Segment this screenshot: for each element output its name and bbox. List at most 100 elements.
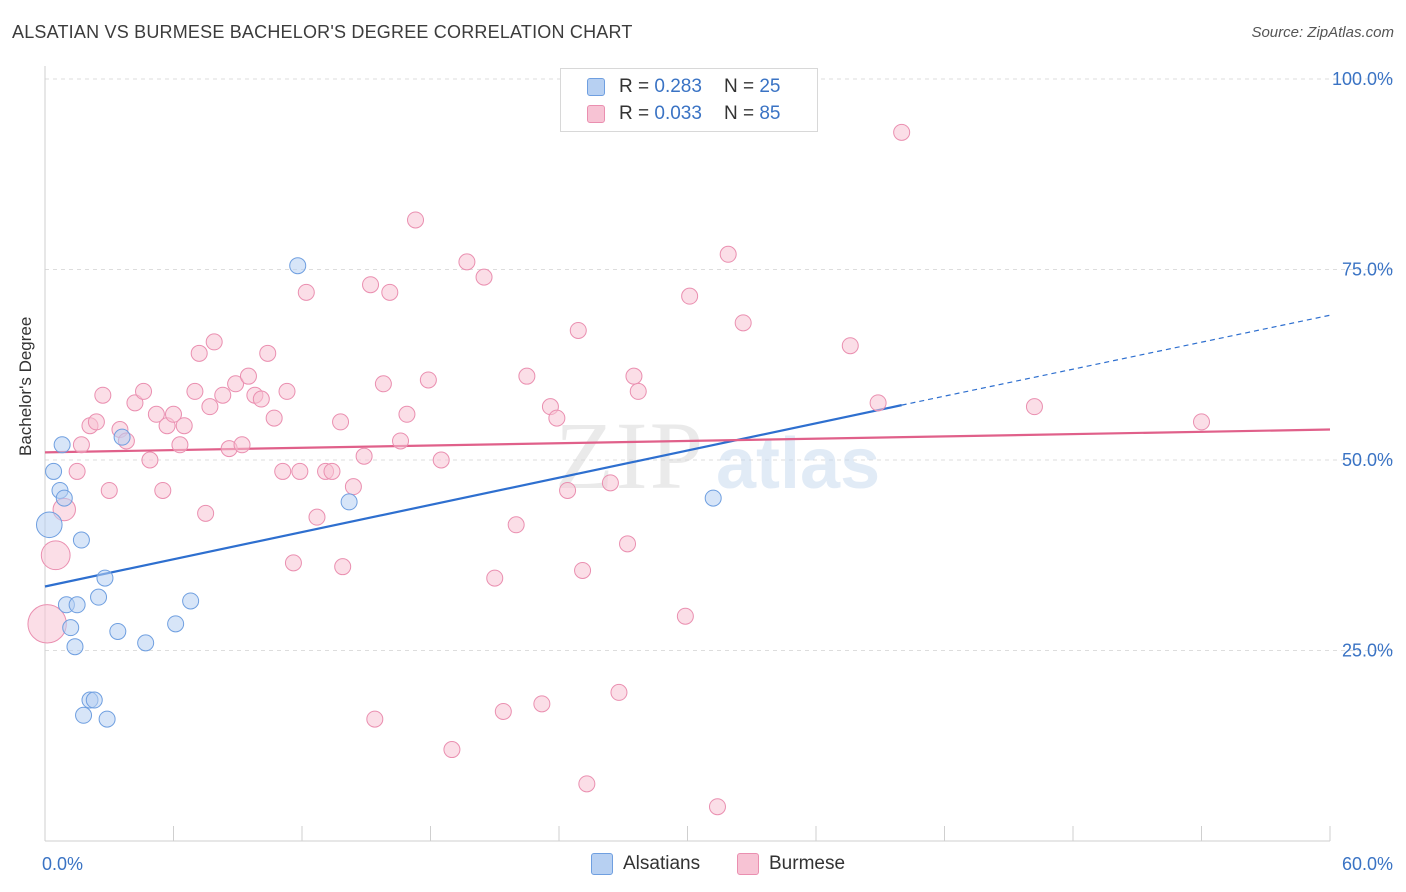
burmese-point <box>475 268 493 286</box>
burmese-point <box>332 413 350 431</box>
bottom-legend-label: Alsatians <box>623 853 701 874</box>
burmese-point <box>227 375 245 393</box>
bottom-legend-swatch-blue <box>591 853 613 875</box>
burmese-point <box>486 569 504 587</box>
burmese-point <box>578 775 596 793</box>
legend-r-label: R = <box>619 76 650 97</box>
burmese-point <box>559 481 577 499</box>
burmese-point <box>419 371 437 389</box>
burmese-point <box>374 375 392 393</box>
burmese-point <box>629 382 647 400</box>
alsatian-point <box>289 257 307 275</box>
burmese-point <box>252 390 270 408</box>
burmese-point <box>186 382 204 400</box>
y-tick-label: 25.0% <box>1342 641 1393 661</box>
alsatian-point <box>45 462 63 480</box>
grid-lines <box>45 78 1394 651</box>
x-tick-label: 0.0% <box>42 854 83 874</box>
alsatian-point <box>62 619 80 637</box>
burmese-point <box>100 481 118 499</box>
burmese-point <box>893 123 911 141</box>
burmese-point <box>681 287 699 305</box>
burmese-point <box>40 540 71 571</box>
burmese-point <box>569 321 587 339</box>
burmese-point <box>625 367 643 385</box>
burmese-point <box>619 535 637 553</box>
burmese-point <box>205 333 223 351</box>
legend-swatch-pink <box>587 105 605 123</box>
burmese-point <box>197 504 215 522</box>
source-label: Source: ZipAtlas.com <box>1251 24 1394 41</box>
burmese-point <box>344 478 362 496</box>
burmese-point <box>141 451 159 469</box>
bottom-legend-alsatians: Alsatians <box>591 852 700 876</box>
burmese-point <box>734 314 752 332</box>
alsatian-point <box>90 588 108 606</box>
data-points <box>27 123 1210 816</box>
burmese-point <box>165 405 182 423</box>
legend-swatch-blue <box>587 78 605 96</box>
alsatian-point <box>96 569 114 587</box>
burmese-point <box>265 409 283 427</box>
alsatian-point <box>72 531 90 549</box>
alsatian-point <box>85 691 103 709</box>
burmese-point <box>274 462 292 480</box>
chart-title: ALSATIAN VS BURMESE BACHELOR'S DEGREE CO… <box>12 22 633 42</box>
alsatian-point <box>167 615 185 633</box>
burmese-point <box>68 462 86 480</box>
burmese-point <box>601 474 619 492</box>
burmese-point <box>297 283 315 301</box>
alsatian-point <box>68 596 86 614</box>
legend-r-value: 0.283 <box>654 76 702 97</box>
alsatian-point <box>704 489 722 507</box>
burmese-point <box>392 432 410 450</box>
legend: R = 0.283 N = 25 R = 0.033 N = 85 <box>560 68 818 132</box>
axes <box>44 66 1331 842</box>
alsatian-point <box>75 706 93 724</box>
burmese-point <box>135 382 153 400</box>
alsatian-point <box>113 428 131 446</box>
burmese-point <box>432 451 450 469</box>
legend-row-burmese: R = 0.033 N = 85 <box>587 101 780 127</box>
burmese-point <box>284 554 302 572</box>
trend-lines <box>44 314 1331 588</box>
burmese-point <box>154 481 172 499</box>
burmese-point <box>233 436 251 454</box>
bottom-legend-burmese: Burmese <box>737 852 845 876</box>
watermark-zip: ZIP <box>555 402 705 509</box>
alsatian-point <box>98 710 116 728</box>
burmese-point <box>548 409 566 427</box>
burmese-point <box>334 558 352 576</box>
burmese-point <box>381 283 399 301</box>
y-tick-label: 100.0% <box>1332 69 1393 89</box>
bottom-legend-swatch-pink <box>737 853 759 875</box>
burmese-point <box>708 798 726 816</box>
burmese-point <box>1193 413 1210 431</box>
x-tick-label: 60.0% <box>1342 854 1393 874</box>
burmese-point <box>171 436 189 454</box>
burmese-point <box>259 344 277 362</box>
legend-n-label: N = <box>723 103 755 124</box>
burmese-point <box>126 394 144 412</box>
alsatian-point <box>35 511 63 539</box>
burmese-point <box>676 607 694 625</box>
alsatian-trend-extension <box>901 314 1331 406</box>
burmese-point <box>366 710 384 728</box>
legend-n-value: 85 <box>759 103 781 124</box>
burmese-point <box>323 462 341 480</box>
burmese-point <box>355 447 373 465</box>
y-tick-label: 75.0% <box>1342 260 1393 280</box>
y-tick-label: 50.0% <box>1342 450 1393 470</box>
legend-n-value: 25 <box>759 76 781 97</box>
legend-row-alsatians: R = 0.283 N = 25 <box>587 74 780 100</box>
alsatian-point <box>66 638 84 656</box>
burmese-point <box>494 702 512 720</box>
burmese-point <box>201 398 219 416</box>
burmese-trend-line <box>44 428 1331 454</box>
burmese-point <box>574 561 592 579</box>
burmese-point <box>72 436 90 454</box>
burmese-point <box>507 516 525 534</box>
burmese-point <box>94 386 112 404</box>
burmese-point <box>291 462 309 480</box>
burmese-point <box>610 683 628 701</box>
